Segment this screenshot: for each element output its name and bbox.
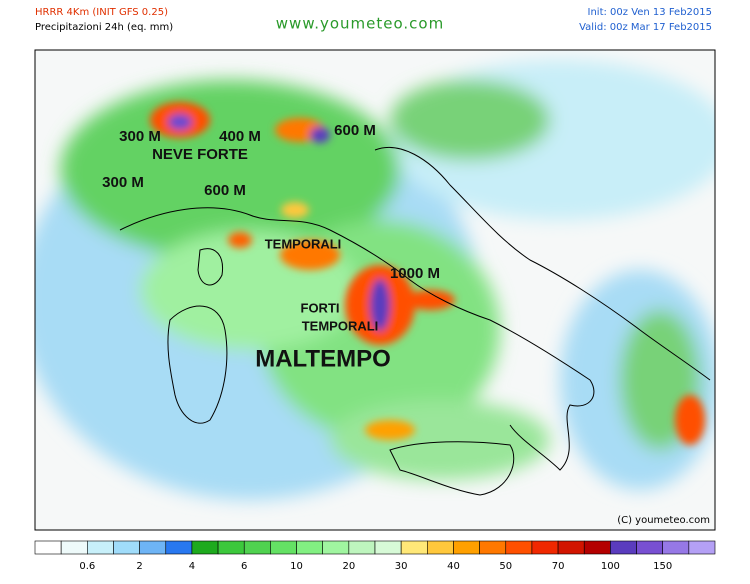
colorbar-label: 50 xyxy=(499,561,512,572)
colorbar-label: 6 xyxy=(241,561,247,572)
colorbar-swatch xyxy=(374,540,402,555)
colorbar-swatch xyxy=(217,540,245,555)
colorbar-swatch xyxy=(113,540,140,555)
annotation: FORTI xyxy=(301,300,340,315)
annotation: TEMPORALI xyxy=(265,236,342,251)
colorbar: 0.6 2 4 6 10 20 30 40 50 70 100 150 xyxy=(34,540,716,572)
coastlines xyxy=(119,146,711,496)
colorbar-swatch xyxy=(139,540,167,555)
colorbar-swatch xyxy=(60,540,88,555)
annotation: 400 M xyxy=(219,128,261,145)
colorbar-label: 2 xyxy=(136,561,142,572)
annotation: 1000 M xyxy=(390,265,440,282)
colorbar-swatch xyxy=(505,540,533,555)
init-label: Init: 00z Ven 13 Feb2015 xyxy=(588,7,712,18)
copyright: (C) youmeteo.com xyxy=(617,515,710,526)
colorbar-swatch xyxy=(191,540,219,555)
model-label: HRRR 4Km (INIT GFS 0.25) xyxy=(35,7,168,18)
annotation: 600 M xyxy=(334,122,376,139)
colorbar-swatch xyxy=(87,540,114,555)
colorbar-swatch xyxy=(531,540,559,555)
colorbar-label: 4 xyxy=(189,561,195,572)
colorbar-label: 0.6 xyxy=(79,561,95,572)
colorbar-label: 70 xyxy=(552,561,565,572)
colorbar-swatch xyxy=(557,540,585,555)
colorbar-swatch xyxy=(243,540,271,555)
colorbar-swatch xyxy=(165,540,193,555)
annotation: NEVE FORTE xyxy=(152,146,248,163)
colorbar-swatch xyxy=(296,540,323,555)
colorbar-swatch xyxy=(583,540,611,555)
annotation: 600 M xyxy=(204,182,246,199)
annotation: 300 M xyxy=(102,174,144,191)
colorbar-swatch xyxy=(270,540,297,555)
colorbar-label: 40 xyxy=(447,561,460,572)
colorbar-swatch xyxy=(322,540,350,555)
map-frame xyxy=(34,49,716,531)
colorbar-swatch xyxy=(427,540,454,555)
colorbar-label: 30 xyxy=(395,561,408,572)
colorbar-label: 100 xyxy=(601,561,620,572)
annotation: MALTEMPO xyxy=(255,345,391,372)
colorbar-swatch xyxy=(662,540,690,555)
colorbar-swatch xyxy=(610,540,637,555)
colorbar-swatch xyxy=(688,540,716,555)
colorbar-swatch xyxy=(400,540,428,555)
colorbar-swatch xyxy=(34,540,62,555)
colorbar-swatch xyxy=(636,540,663,555)
colorbar-swatch xyxy=(348,540,376,555)
colorbar-swatch xyxy=(453,540,480,555)
annotation: TEMPORALI xyxy=(302,318,379,333)
colorbar-label: 10 xyxy=(290,561,303,572)
colorbar-label: 20 xyxy=(342,561,355,572)
annotation: 300 M xyxy=(119,128,161,145)
field-label: Precipitazioni 24h (eq. mm) xyxy=(35,22,173,33)
colorbar-label: 150 xyxy=(653,561,672,572)
valid-label: Valid: 00z Mar 17 Feb2015 xyxy=(579,22,712,33)
colorbar-swatch xyxy=(479,540,507,555)
site-label: www.youmeteo.com xyxy=(276,15,444,33)
